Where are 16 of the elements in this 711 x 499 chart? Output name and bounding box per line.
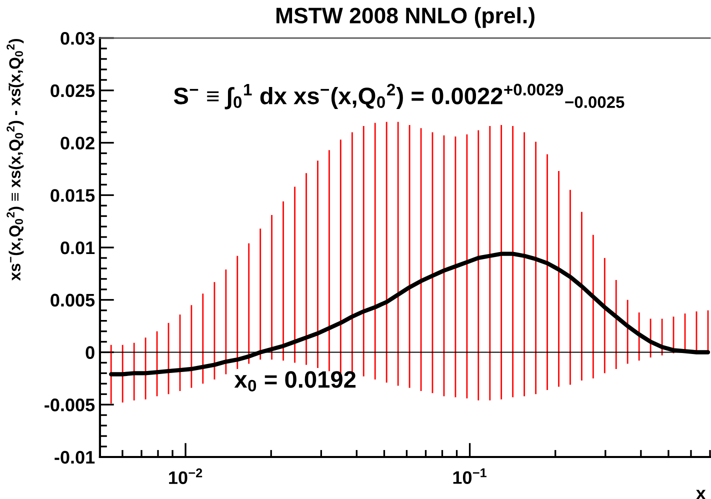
y-tick-label: 0.005: [50, 294, 95, 307]
x-tick-label: 10$^{−1}$: [453, 468, 486, 484]
y-tick-label: 0.01: [60, 241, 95, 254]
y-tick-label: 0.015: [50, 189, 95, 202]
text: xs$^{−}$(x,Q$_{0}$$^{2}$) ≡ xs(x,Q$_{0}$$^{2}$) - xs̄(x,Q$_{0}$$^{2}$): [6, 38, 24, 281]
y-tick-label: 0.03: [60, 32, 94, 45]
y-tick-label: 0.025: [50, 84, 95, 98]
y-tick-label: 0: [86, 346, 94, 359]
y-tick-label: 0.02: [60, 136, 94, 150]
x-axis-title: x: [696, 490, 706, 499]
y-tick-label: -0.01: [54, 450, 95, 464]
annotation: x$_{0}$ = 0.0192: [234, 371, 356, 392]
x-tick-label: 10$^{−2}$: [169, 468, 202, 484]
text: S$^{−}$ ≡ ∫$_{0}$$^{1}$ dx xs$^{−}$(x,Q$_{0}$$^{2}$) = 0.0022$^{+0.0029}$$_{−0.0025}$: [174, 84, 624, 110]
y-tick-label: -0.005: [44, 398, 95, 412]
chart-title: MSTW 2008 NNLO (prel.): [276, 7, 534, 28]
